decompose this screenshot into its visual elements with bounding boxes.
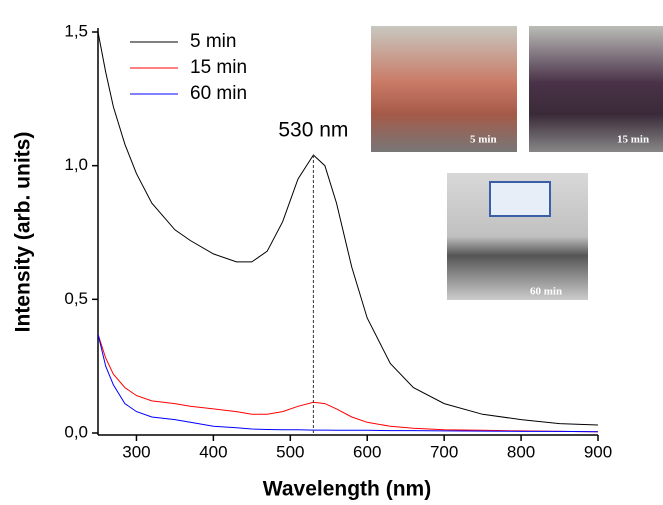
chart: 5 min 15 min 60 min Wavelength (nm) Inte…	[0, 0, 663, 505]
inset-label: 5 min	[470, 134, 497, 146]
legend-label: 5 min	[190, 31, 236, 52]
x-tick-label: 700	[430, 442, 458, 461]
x-tick-label: 300	[122, 442, 150, 461]
y-tick-label: 0,0	[64, 422, 88, 441]
y-axis-title: Intensity (arb. units)	[12, 132, 35, 333]
inset-photo: 5 min	[371, 26, 517, 152]
y-tick-label: 1,0	[64, 155, 88, 174]
inset-label: 15 min	[617, 134, 649, 146]
x-tick-label: 800	[507, 442, 535, 461]
y-tick-label: 0,5	[64, 289, 88, 308]
series-line	[98, 334, 598, 432]
inset-label: 60 min	[530, 286, 562, 298]
x-tick-label: 500	[276, 442, 304, 461]
legend-label: 15 min	[190, 57, 247, 78]
x-tick-label: 900	[584, 442, 612, 461]
series-line	[98, 334, 598, 432]
x-tick-label: 600	[353, 442, 381, 461]
inset-photo: 60 min	[447, 173, 588, 300]
y-tick-label: 1,5	[64, 21, 88, 40]
legend-label: 60 min	[190, 83, 247, 104]
inset-photo: 15 min	[529, 26, 663, 152]
x-axis-title: Wavelength (nm)	[263, 478, 431, 501]
annotation: 530 nm	[278, 119, 348, 142]
x-tick-label: 400	[199, 442, 227, 461]
